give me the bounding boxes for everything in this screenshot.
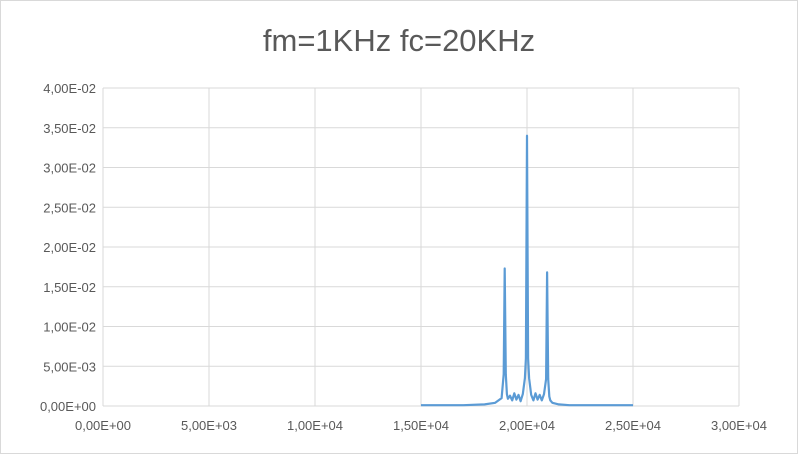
y-tick-label: 4,00E-02 (43, 81, 96, 96)
y-tick-label: 3,50E-02 (43, 121, 96, 136)
x-tick-label: 0,00E+00 (75, 418, 131, 433)
chart-title: fm=1KHz fc=20KHz (262, 23, 536, 58)
x-tick-label: 2,00E+04 (499, 418, 555, 433)
x-tick-label: 3,00E+04 (711, 418, 767, 433)
y-tick-label: 5,00E-03 (43, 359, 96, 374)
x-tick-label: 5,00E+03 (181, 418, 237, 433)
x-tick-label: 2,50E+04 (605, 418, 661, 433)
x-tick-label: 1,50E+04 (393, 418, 449, 433)
series-line (421, 134, 633, 407)
y-tick-label: 1,50E-02 (43, 280, 96, 295)
y-tick-label: 2,00E-02 (43, 240, 96, 255)
y-tick-label: 0,00E+00 (40, 399, 96, 414)
y-tick-label: 3,00E-02 (43, 161, 96, 176)
y-tick-label: 1,00E-02 (43, 320, 96, 335)
x-tick-label: 1,00E+04 (287, 418, 343, 433)
y-tick-label: 2,50E-02 (43, 200, 96, 215)
